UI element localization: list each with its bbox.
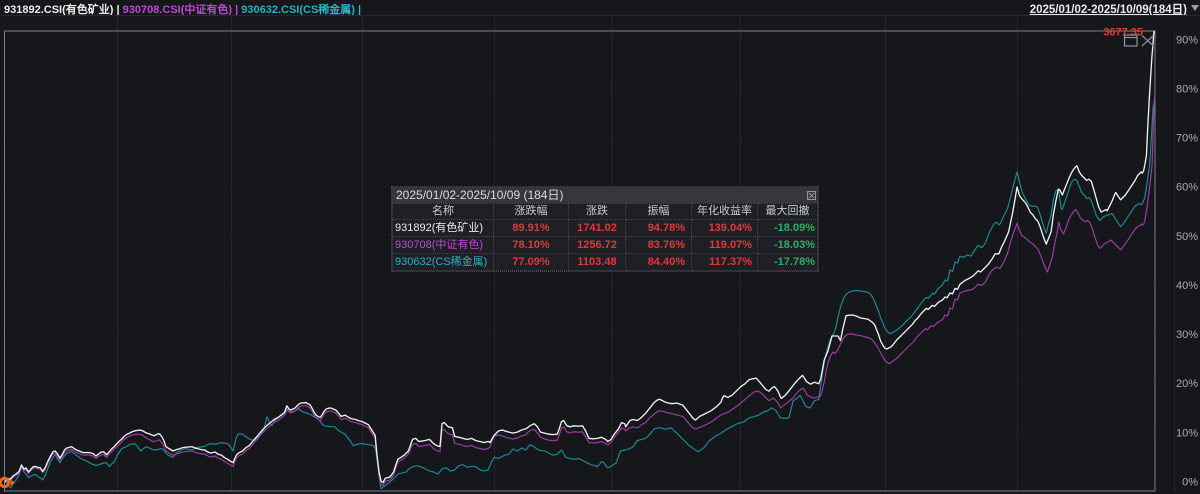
svg-text:10%: 10% <box>1176 427 1198 439</box>
svg-text:30%: 30% <box>1176 329 1198 341</box>
svg-text:50%: 50% <box>1176 231 1198 243</box>
svg-text:20%: 20% <box>1176 378 1198 390</box>
svg-text:80%: 80% <box>1176 84 1198 96</box>
svg-text:70%: 70% <box>1176 133 1198 145</box>
svg-text:90%: 90% <box>1176 34 1198 46</box>
svg-text:40%: 40% <box>1176 280 1198 292</box>
svg-text:60%: 60% <box>1176 182 1198 194</box>
svg-text:0%: 0% <box>1182 477 1198 489</box>
